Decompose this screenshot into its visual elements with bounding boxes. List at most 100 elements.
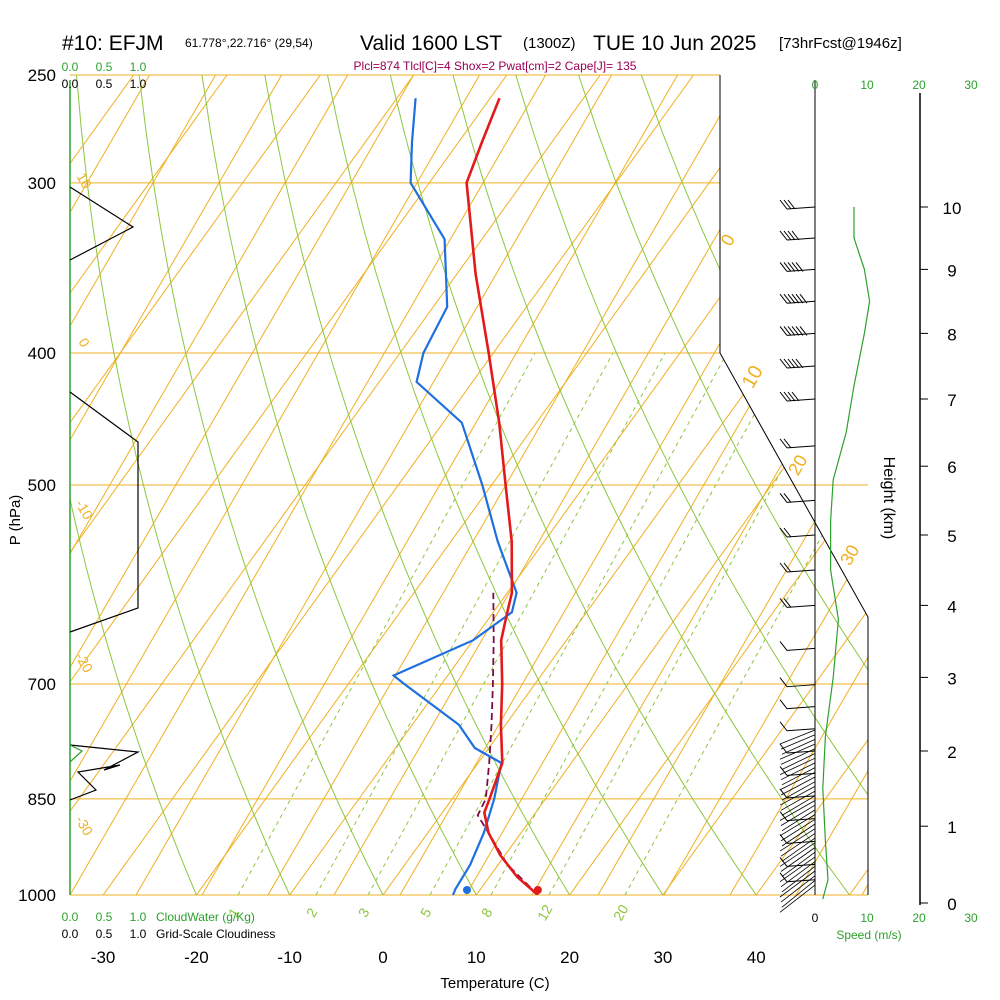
cloudiness-tick-top: 1.0 [130,77,147,91]
wind-barb-feather [783,199,792,210]
pressure-tick-labels: 250 300 400 500 700 850 1000 [18,66,56,905]
temperature-profile-line [465,97,539,895]
dry-adiabat-line [578,75,868,895]
wind-barb-feather [787,230,796,241]
dry-adiabat-line [389,75,757,895]
wind-barb-staff [786,684,816,688]
theta-line [70,75,217,895]
wind-barb-low [779,884,816,913]
wind-barb [779,326,816,336]
temperature-tick-10: 10 [467,948,486,967]
wind-barb-feather [791,293,800,304]
isotherm-line [195,75,788,895]
wind-barb-feather [779,562,788,573]
wind-barb-feather [791,326,800,336]
temperature-tick--10: -10 [277,948,302,967]
x-axis-label: Temperature (C) [440,975,549,992]
wind-barb-staff [786,772,816,776]
wind-barb-feather [791,391,800,402]
wind-barb [779,677,816,688]
cloudiness-tick-top: 0.0 [62,77,79,91]
wind-tick-top: 10 [860,78,874,92]
wind-barb-feather [783,527,792,538]
pressure-tick-400: 400 [28,344,56,363]
wind-barb-feather [779,230,788,241]
wind-barb-feather [783,438,792,449]
cloud-water-title: CloudWater (g/Kg) [156,910,255,924]
wind-barb-feather [791,358,800,369]
wind-barb-low [780,818,816,842]
parcel-profile-line [476,592,539,895]
temperature-tick-40: 40 [747,948,766,967]
wind-tick-top: 20 [912,78,926,92]
isotherm-line [70,75,321,895]
wind-barb [779,293,816,304]
wind-barb [779,721,816,732]
cloudiness-title: Grid-Scale Cloudiness [156,927,275,941]
wind-tick-top: 30 [964,78,978,92]
isotherm-line [382,75,868,895]
station-coords: 61.778°,22.716° (29,54) [185,36,313,50]
wind-barb-feather [783,358,792,369]
isotherm-label: 10 [738,362,768,392]
wind-barb-low [779,800,816,821]
wind-barb-feather [783,391,792,402]
wind-barb-staff [786,604,816,608]
isotherm-label: -30 [72,813,96,839]
height-tick-4: 4 [947,597,956,616]
wind-barb-low [780,776,816,796]
wind-barb-low [779,743,816,760]
wind-barb-staff [786,534,816,538]
theta-line [201,75,679,895]
wind-barb-feather [779,743,788,754]
wind-barb-low [781,781,816,801]
cloud-tick-bottom: 1.0 [130,910,147,924]
wind-barb-low [781,753,816,770]
isotherm-line [70,75,508,895]
wind-barb-staff [786,268,816,272]
theta-line [135,75,613,895]
height-tick-0: 0 [947,895,956,914]
cloudiness-tick-top: 0.5 [96,77,113,91]
height-tick-5: 5 [947,527,956,546]
pressure-tick-500: 500 [28,476,56,495]
wind-barb-staff [786,728,816,732]
forecast-hour: [73hrFcst@1946z] [779,35,902,52]
wind-barb [779,562,816,573]
wind-barb-staff [786,365,816,369]
wind-barb [779,766,816,776]
wind-tick-top: 0 [812,78,819,92]
wind-barb [779,788,816,799]
height-tick-3: 3 [947,669,956,688]
isotherm-line [475,75,868,895]
wind-barb-low [780,748,816,765]
wind-barb-low [780,734,816,750]
height-tick-7: 7 [947,391,956,410]
wind-barb-low [779,828,816,852]
cloudiness-tick-bottom: 1.0 [130,927,147,941]
wind-barb-staff [786,445,816,449]
wind-barb-feather [779,199,788,210]
mixing-ratio-label: 3 [355,905,373,920]
wind-barb [779,262,816,272]
wind-barb [779,199,816,210]
wind-barbs [779,199,816,913]
wind-barb [779,230,816,241]
wind-barb-feather [787,293,796,304]
wind-barb-feather [779,493,788,503]
height-tick-10: 10 [943,199,962,218]
height-tick-2: 2 [947,743,956,762]
sounding-parameters: Plcl=874 Tlcl[C]=4 Shox=2 Pwat[cm]=2 Cap… [354,59,637,73]
theta-line [663,75,868,895]
wind-tick-bottom: 30 [964,911,978,925]
wind-speed-title: Speed (m/s) [836,928,901,942]
wind-barb-feather [783,230,792,241]
wind-barb-low [781,823,816,847]
cloudiness-tick-bottom: 0.5 [96,927,113,941]
wind-barb-feather [779,598,788,608]
isotherm-labels: 10 0 -10 -20 -30 [72,170,96,839]
wind-barb-low [780,804,816,826]
valid-time: Valid 1600 LST [360,32,502,55]
cloud-tick-bottom: 0.0 [62,910,79,924]
